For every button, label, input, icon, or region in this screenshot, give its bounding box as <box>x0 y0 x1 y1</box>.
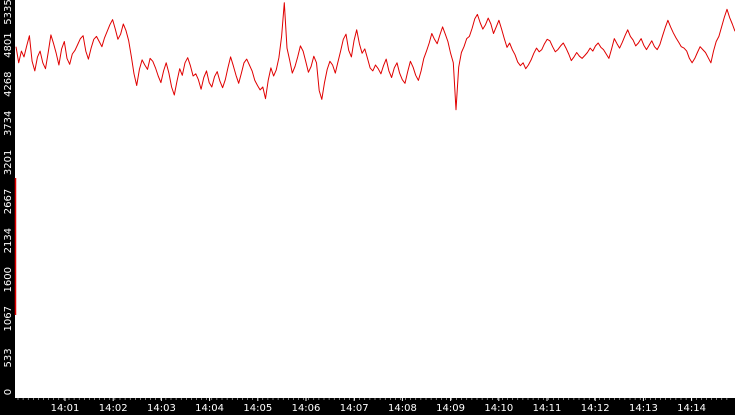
y-tick-label: 5335 <box>3 0 14 25</box>
x-tick-label: 14:03 <box>147 403 176 414</box>
plot-background <box>15 0 735 398</box>
x-tick-label: 14:07 <box>340 403 369 414</box>
x-tick-label: 14:05 <box>243 403 272 414</box>
y-tick-label: 2134 <box>3 228 14 253</box>
x-axis-ticks: 14:01 14:02 14:03 14:04 14:05 14:06 14:07 14:08… <box>17 398 728 414</box>
y-tick-label: 3734 <box>3 111 14 136</box>
x-tick-label: 14:14 <box>677 403 706 414</box>
x-tick-label: 14:09 <box>436 403 465 414</box>
y-axis-ticks: 0 533 1067 1600 2134 2667 3201 3734 4268 4801 5335 <box>3 0 14 395</box>
x-axis-band <box>0 398 735 415</box>
x-tick-label: 14:06 <box>292 403 321 414</box>
series-line <box>15 2 735 111</box>
x-tick-label: 14:01 <box>51 403 80 414</box>
x-tick-label: 14:04 <box>195 403 224 414</box>
y-tick-label: 0 <box>3 389 14 395</box>
x-tick-label: 14:10 <box>484 403 513 414</box>
x-tick-label: 14:08 <box>388 403 417 414</box>
y-tick-label: 533 <box>3 348 14 367</box>
y-tick-label: 1600 <box>3 267 14 292</box>
y-tick-label: 2667 <box>3 189 14 214</box>
x-tick-label: 14:12 <box>581 403 610 414</box>
y-tick-label: 1067 <box>3 306 14 331</box>
y-tick-label: 3201 <box>3 150 14 175</box>
y-axis-band <box>0 0 15 415</box>
y-tick-label: 4801 <box>3 32 14 57</box>
series-layer <box>15 2 735 111</box>
x-tick-label: 14:02 <box>99 403 128 414</box>
x-tick-label: 14:13 <box>629 403 658 414</box>
x-tick-label: 14:11 <box>533 403 562 414</box>
y-tick-label: 4268 <box>3 71 14 96</box>
